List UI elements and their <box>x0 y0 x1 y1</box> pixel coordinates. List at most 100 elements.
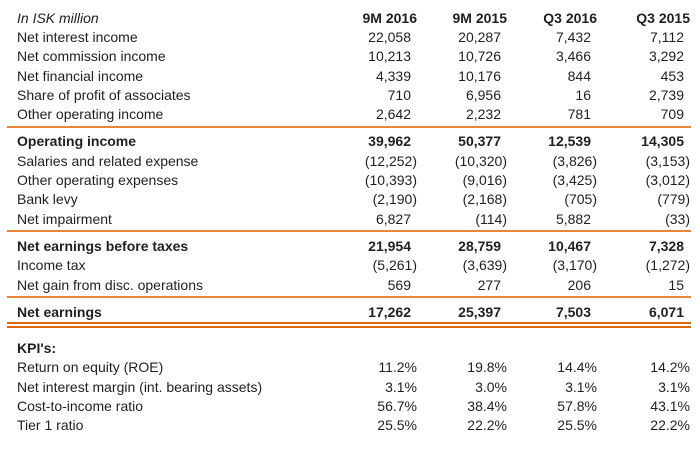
cell-value: 22,058 <box>368 28 411 45</box>
row-label: Income tax <box>17 257 86 274</box>
table-row: Net earnings before taxes 21,954 28,759 10,… <box>7 236 691 255</box>
cell-value: (1,272) <box>645 257 690 274</box>
row-label: Net impairment <box>17 210 112 227</box>
table-row: Cost-to-income ratio 56.7% 38.4% 57.8% 43.1% <box>7 396 691 415</box>
cell-value: 206 <box>567 276 591 293</box>
cell-value: 844 <box>567 67 591 84</box>
cell-value: (3,170) <box>552 257 597 274</box>
table-row: Net interest income 22,058 20,287 7,432 7,11… <box>7 27 691 46</box>
cell-value: (3,639) <box>462 257 507 274</box>
cell-value: 11.2% <box>378 359 417 376</box>
cell-value: 38.4% <box>467 397 507 414</box>
cell-value: 781 <box>567 106 591 123</box>
table-row: KPI's: <box>7 338 691 357</box>
row-label: Other operating expenses <box>17 172 179 189</box>
cell-value: 3,466 <box>555 48 591 65</box>
row-label: KPI's: <box>17 340 57 357</box>
cell-value: (779) <box>657 191 690 208</box>
table-row: Net commission income 10,213 10,726 3,466 3,… <box>7 47 691 66</box>
table-body: Net interest income 22,058 20,287 7,432 7,11… <box>7 27 691 435</box>
cell-value: 4,339 <box>375 67 411 84</box>
table-row: Net impairment 6,827 (114) 5,882 (33) <box>7 209 691 228</box>
row-label: Net earnings before taxes <box>17 237 189 254</box>
cell-value: 10,467 <box>548 237 591 254</box>
cell-value: 19.8% <box>467 359 507 376</box>
cell-value: (9,016) <box>462 172 507 189</box>
cell-value: 453 <box>660 67 684 84</box>
column-header: 9M 2016 <box>362 9 417 26</box>
cell-value: 3.1% <box>385 378 417 395</box>
cell-value: 7,503 <box>555 303 591 320</box>
cell-value: (10,393) <box>364 172 417 189</box>
row-label: Net gain from disc. operations <box>17 276 203 293</box>
cell-value: (10,320) <box>454 152 507 169</box>
unit-label: In ISK million <box>17 9 99 26</box>
table-header-row: In ISK million 9M 2016 9M 2015 Q3 2016 Q3 2… <box>7 8 691 27</box>
cell-value: 710 <box>387 86 411 103</box>
cell-value: (12,252) <box>364 152 417 169</box>
row-label: Net financial income <box>17 67 144 84</box>
cell-value: 17,262 <box>368 303 411 320</box>
cell-value: 50,377 <box>458 133 501 150</box>
cell-value: 57.8% <box>557 397 597 414</box>
section-divider <box>7 230 691 233</box>
table-row: Net gain from disc. operations 569 277 206 1… <box>7 275 691 294</box>
income-statement-table: In ISK million 9M 2016 9M 2015 Q3 2016 Q3 2… <box>7 8 691 435</box>
section-divider <box>7 296 691 299</box>
cell-value: 6,827 <box>375 210 411 227</box>
cell-value: 3.1% <box>565 378 597 395</box>
cell-value: 14.2% <box>650 359 690 376</box>
cell-value: 709 <box>660 106 684 123</box>
row-label: Net earnings <box>17 303 102 320</box>
row-label: Bank levy <box>17 191 78 208</box>
cell-value: 22.2% <box>650 417 690 434</box>
cell-value: 16 <box>575 86 591 103</box>
table-row: Return on equity (ROE) 11.2% 19.8% 14.4% 14.… <box>7 358 691 377</box>
cell-value: (705) <box>564 191 597 208</box>
cell-value: 21,954 <box>368 237 411 254</box>
table-row: Net interest margin (int. bearing assets… <box>7 377 691 396</box>
row-label: Cost-to-income ratio <box>17 397 144 414</box>
table-row: Tier 1 ratio 25.5% 22.2% 25.5% 22.2% <box>7 416 691 435</box>
cell-value: 22.2% <box>467 417 507 434</box>
cell-value: 43.1% <box>650 397 690 414</box>
cell-value: 569 <box>387 276 411 293</box>
table-row: Other operating income 2,642 2,232 781 709 <box>7 104 691 123</box>
row-label: Net interest margin (int. bearing assets… <box>17 378 263 395</box>
column-header: 9M 2015 <box>452 9 507 26</box>
cell-value: 14.4% <box>557 359 597 376</box>
cell-value: 2,642 <box>375 106 411 123</box>
row-label: Share of profit of associates <box>17 86 191 103</box>
cell-value: 28,759 <box>458 237 501 254</box>
section-divider <box>7 322 691 329</box>
row-label: Net interest income <box>17 28 138 45</box>
cell-value: 10,176 <box>458 67 501 84</box>
row-label: Other operating income <box>17 106 164 123</box>
table-row: Bank levy (2,190) (2,168) (705) (779) <box>7 190 691 209</box>
cell-value: 56.7% <box>377 397 417 414</box>
table-row: Salaries and related expense (12,252) (10,… <box>7 151 691 170</box>
cell-value: 14,305 <box>641 133 684 150</box>
cell-value: (3,153) <box>645 152 690 169</box>
row-label: Net commission income <box>17 48 166 65</box>
table-row: Other operating expenses (10,393) (9,016) (… <box>7 170 691 189</box>
cell-value: 15 <box>668 276 684 293</box>
cell-value: 25.5% <box>377 417 417 434</box>
cell-value: 7,432 <box>555 28 591 45</box>
cell-value: (5,261) <box>372 257 417 274</box>
cell-value: 3.0% <box>475 378 507 395</box>
cell-value: 20,287 <box>458 28 501 45</box>
table-row: Income tax (5,261) (3,639) (3,170) (1,272) <box>7 256 691 275</box>
cell-value: 39,962 <box>368 133 411 150</box>
row-label: Return on equity (ROE) <box>17 359 164 376</box>
section-divider <box>7 125 691 128</box>
column-header: Q3 2016 <box>543 9 597 26</box>
cell-value: (3,012) <box>645 172 690 189</box>
table-row: Net financial income 4,339 10,176 844 453 <box>7 66 691 85</box>
cell-value: 5,882 <box>555 210 591 227</box>
row-label: Operating income <box>17 133 137 150</box>
cell-value: (2,168) <box>462 191 507 208</box>
cell-value: 25,397 <box>458 303 501 320</box>
cell-value: 7,328 <box>648 237 684 254</box>
column-header: Q3 2015 <box>636 9 690 26</box>
